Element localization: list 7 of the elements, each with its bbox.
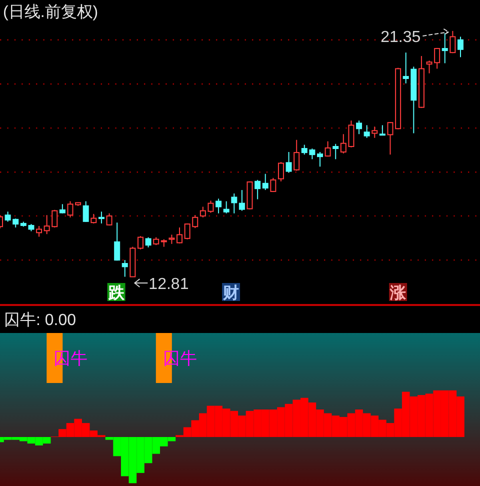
annotation: 12.81: [148, 276, 189, 294]
chart-title: 囚牛: 0.00: [4, 311, 76, 329]
annotation: 21.35: [380, 28, 421, 46]
text: 财: [222, 284, 240, 302]
text: 跌: [107, 284, 126, 302]
chart-title: (日线.前复权): [3, 3, 98, 21]
text: 涨: [389, 284, 408, 302]
